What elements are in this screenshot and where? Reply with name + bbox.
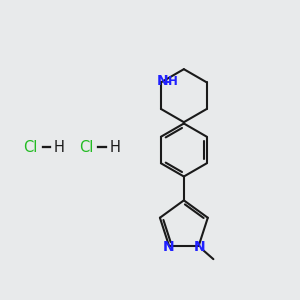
Text: N: N [162,240,174,254]
Text: H: H [168,75,178,88]
Text: H: H [53,140,64,154]
Text: H: H [109,140,120,154]
Text: N: N [194,240,206,254]
Text: Cl: Cl [24,140,38,154]
Text: N: N [157,74,168,88]
Text: Cl: Cl [80,140,94,154]
